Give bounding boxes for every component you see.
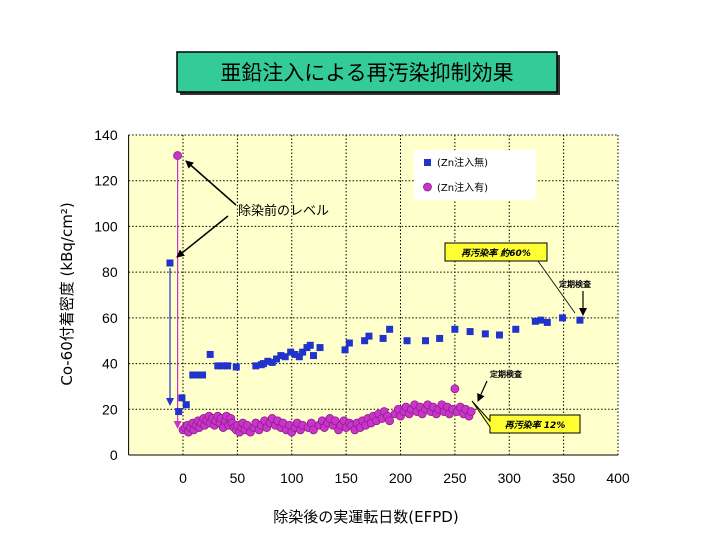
y-tick-label: 80 xyxy=(102,264,118,280)
data-point-zn-none xyxy=(194,371,202,379)
data-point-zn-none xyxy=(214,362,222,370)
callout-60-text: 再汚染率 約60% xyxy=(461,248,531,259)
inspection-1-text: 定期検査 xyxy=(558,279,592,289)
data-point-zn-none xyxy=(273,355,281,363)
data-point-zn-none xyxy=(264,357,272,365)
y-tick-label: 140 xyxy=(94,127,118,143)
data-point-zn-none xyxy=(199,371,207,379)
data-point-zn-none xyxy=(252,362,260,370)
data-point-zn-none xyxy=(379,334,387,342)
data-point-zn-none xyxy=(481,330,489,338)
annotation-pre-decon: 除染前のレベル xyxy=(176,160,329,258)
data-point-zn-none xyxy=(299,348,307,356)
y-tick-label: 20 xyxy=(102,401,118,417)
data-point-zn-none xyxy=(224,362,232,370)
data-point-zn-none xyxy=(341,346,349,354)
callout-12-text: 再汚染率 12% xyxy=(505,420,566,431)
x-tick-label: 200 xyxy=(389,470,413,486)
data-point-zn-none xyxy=(422,337,430,345)
arrow-to-zn-none-pre xyxy=(176,215,229,258)
data-point-zn-none xyxy=(531,317,539,325)
data-point-zn-none xyxy=(306,341,314,349)
y-tick-label: 60 xyxy=(102,310,118,326)
y-tick-labels: 0 20 40 60 80 100 120 140 xyxy=(94,127,118,463)
data-point-zn-none xyxy=(287,348,295,356)
x-tick-label: 150 xyxy=(334,470,358,486)
data-point-zn-none xyxy=(386,325,394,333)
data-point-zn-none xyxy=(219,362,227,370)
y-tick-label: 0 xyxy=(110,447,118,463)
data-point-zn-none xyxy=(178,394,186,402)
data-point-zn-none xyxy=(466,328,474,336)
data-point-zn-none xyxy=(451,325,459,333)
data-point-zn-none xyxy=(310,352,317,360)
callout-recontamination-12: 再汚染率 12% xyxy=(471,400,581,434)
y-tick-label: 40 xyxy=(102,356,118,372)
y-tick-label: 120 xyxy=(94,173,118,189)
arrow-to-zn-injected-pre xyxy=(185,160,237,206)
data-point-zn-none xyxy=(543,318,551,326)
annotation-inspection-2: 定期検査 xyxy=(477,369,523,402)
data-point-zn-none xyxy=(175,408,183,416)
data-point-zn-none xyxy=(281,353,289,361)
data-points xyxy=(166,151,584,437)
x-tick-label: 300 xyxy=(498,470,522,486)
data-point-zn-none xyxy=(537,316,545,324)
data-point-zn-none xyxy=(277,352,285,360)
data-point-zn-none xyxy=(232,363,240,371)
plot-area xyxy=(128,135,618,455)
data-point-zn-injected xyxy=(466,407,476,416)
data-point-zn-injected xyxy=(450,384,460,394)
x-tick-label: 250 xyxy=(443,470,467,486)
x-tick-labels: 0 50 100 150 200 250 300 350 400 xyxy=(179,470,630,486)
y-tick-label: 100 xyxy=(94,218,118,234)
y-axis-label: Co-60付着密度 (kBq/cm²) xyxy=(58,202,76,385)
data-point-zn-none xyxy=(403,337,411,345)
legend-label-zn-none: (Zn注入無) xyxy=(437,156,488,169)
data-point-zn-none xyxy=(189,371,197,379)
chart-title-box: 亜鉛注入による再汚染抑制効果 xyxy=(176,51,560,95)
x-tick-label: 50 xyxy=(230,470,246,486)
callout-recontamination-60: 再汚染率 約60% xyxy=(444,242,576,314)
data-point-zn-none xyxy=(361,337,369,345)
annotation-inspection-1: 定期検査 xyxy=(558,279,592,316)
data-point-zn-none xyxy=(436,334,444,342)
x-tick-label: 0 xyxy=(179,470,187,486)
x-tick-label: 100 xyxy=(280,470,304,486)
data-point-zn-none xyxy=(495,331,503,339)
data-point-zn-none xyxy=(182,401,190,409)
data-point-zn-injected xyxy=(385,416,395,426)
data-point-zn-none xyxy=(291,350,299,358)
x-tick-label: 350 xyxy=(552,470,576,486)
legend-marker-zn-none xyxy=(424,159,431,166)
annotation-pre-decon-text: 除染前のレベル xyxy=(238,203,329,219)
data-point-zn-none xyxy=(166,259,174,267)
data-point-zn-none xyxy=(345,339,353,347)
data-point-zn-none xyxy=(316,344,324,352)
legend-marker-zn-injected xyxy=(423,182,432,192)
data-point-zn-none xyxy=(259,360,267,368)
data-point-zn-injected xyxy=(173,151,182,160)
legend-label-zn-injected: (Zn注入有) xyxy=(437,181,488,194)
data-point-zn-none xyxy=(268,358,276,366)
data-point-zn-none xyxy=(559,314,567,322)
data-point-zn-none xyxy=(512,325,520,333)
x-tick-label: 400 xyxy=(606,470,630,486)
x-axis-label: 除染後の実運転日数(EFPD) xyxy=(273,508,458,526)
data-point-zn-none xyxy=(365,332,373,340)
chart-title: 亜鉛注入による再汚染抑制効果 xyxy=(220,61,513,85)
inspection-2-text: 定期検査 xyxy=(489,369,523,379)
data-point-zn-none xyxy=(206,350,214,358)
legend: (Zn注入無) (Zn注入有) xyxy=(414,150,536,200)
data-point-zn-none xyxy=(576,316,584,324)
data-point-zn-none xyxy=(295,353,303,361)
